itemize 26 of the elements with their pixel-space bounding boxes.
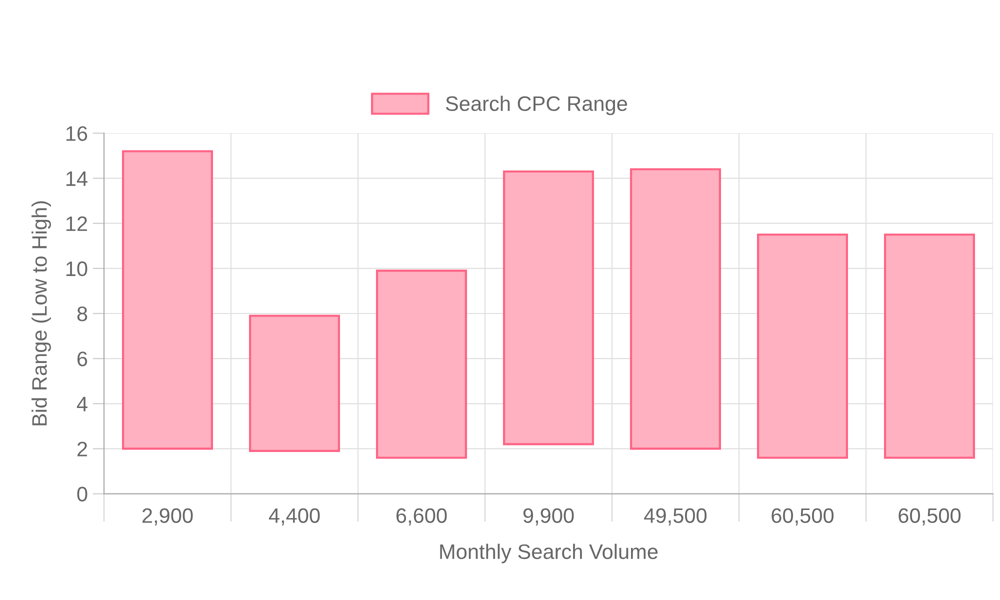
legend-label: Search CPC Range [446, 96, 628, 116]
x-tick-label: 49,500 [644, 508, 707, 526]
y-tick-label: 2 [77, 442, 87, 456]
bar [630, 168, 721, 450]
x-axis-title: Monthly Search Volume [440, 544, 658, 564]
y-tick-label: 10 [66, 261, 88, 276]
bar [249, 314, 340, 452]
bar [884, 234, 975, 459]
x-tick-label: 6,600 [396, 508, 447, 526]
y-tick-label: 4 [76, 396, 88, 412]
x-tick-label: 9,900 [523, 508, 574, 526]
y-tick-label: 8 [77, 306, 88, 322]
y-tick-label: 0 [77, 486, 88, 502]
x-tick-label: 4,400 [268, 508, 320, 526]
bar [122, 150, 213, 450]
bar [503, 170, 594, 446]
y-tick-label: 12 [66, 216, 87, 231]
y-tick-label: 6 [78, 352, 88, 366]
bar [376, 270, 467, 459]
bar [757, 234, 848, 459]
x-tick-label: 60,500 [772, 508, 834, 526]
x-tick-label: 2,900 [142, 508, 193, 526]
y-tick-label: 16 [66, 126, 88, 141]
y-tick-label: 14 [66, 171, 88, 186]
x-tick-label: 60,500 [898, 508, 961, 526]
y-axis-title: Bid Range (Low to High) [32, 201, 51, 426]
